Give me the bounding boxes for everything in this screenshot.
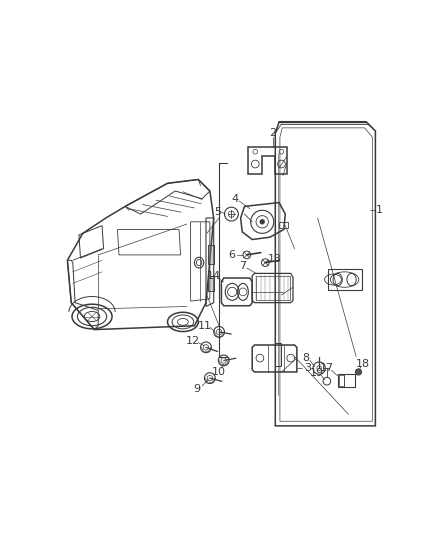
- Text: 3: 3: [304, 363, 311, 373]
- Text: 9: 9: [193, 384, 200, 394]
- Text: 19: 19: [310, 368, 324, 378]
- Circle shape: [260, 220, 265, 224]
- Text: 11: 11: [198, 321, 212, 331]
- Text: 2: 2: [269, 128, 276, 138]
- Text: 5: 5: [214, 207, 221, 217]
- Text: 18: 18: [356, 359, 370, 369]
- Text: 7: 7: [240, 261, 247, 271]
- Bar: [208, 276, 214, 291]
- Text: 8: 8: [303, 353, 310, 363]
- Bar: [276, 343, 282, 366]
- Bar: [338, 374, 355, 387]
- Text: 13: 13: [268, 254, 282, 264]
- Text: 12: 12: [186, 336, 200, 346]
- Text: 14: 14: [207, 271, 221, 281]
- Bar: [279, 222, 288, 228]
- Text: 4: 4: [232, 193, 239, 204]
- Bar: [208, 245, 214, 264]
- Bar: [339, 375, 344, 386]
- Bar: [208, 245, 214, 264]
- Bar: [208, 276, 214, 291]
- Text: 1: 1: [376, 205, 383, 215]
- Circle shape: [355, 369, 361, 375]
- Bar: [256, 277, 290, 300]
- Text: 6: 6: [229, 250, 236, 260]
- Text: 17: 17: [320, 363, 334, 373]
- Text: 10: 10: [212, 367, 226, 377]
